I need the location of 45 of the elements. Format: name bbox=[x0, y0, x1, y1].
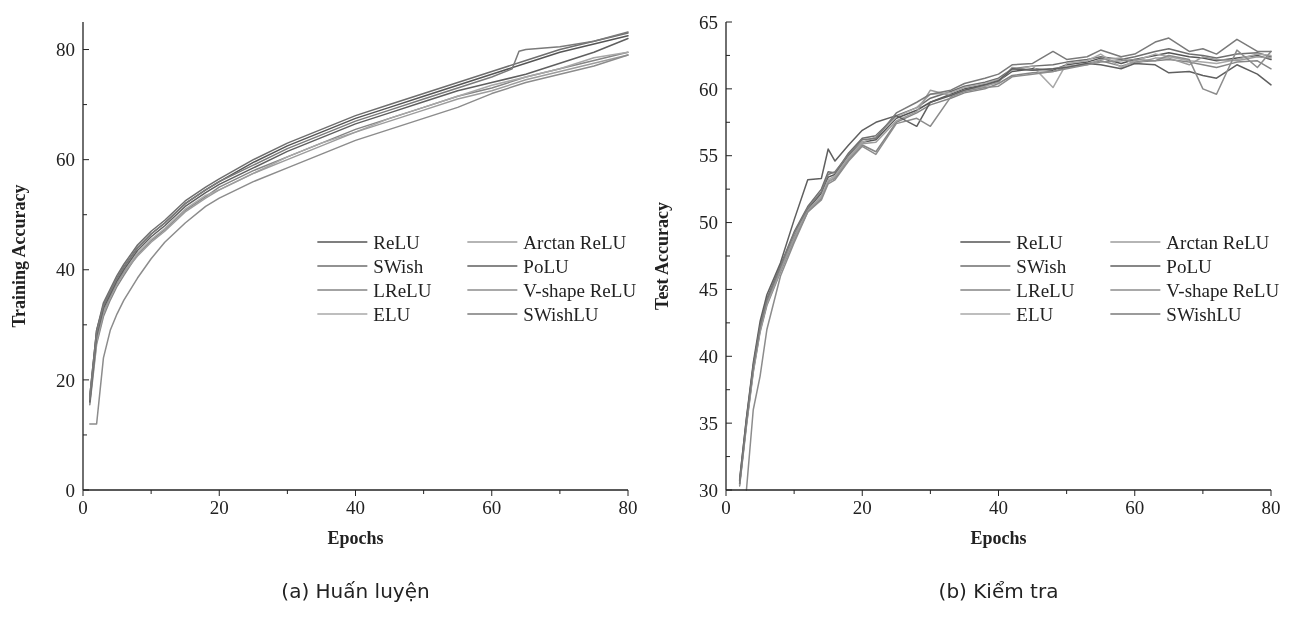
legend-label: ELU bbox=[373, 303, 411, 325]
x-tick-label: 40 bbox=[989, 497, 1008, 518]
y-tick-label: 30 bbox=[699, 479, 718, 501]
legend-label: PoLU bbox=[523, 255, 570, 277]
legend-label: ReLU bbox=[373, 231, 421, 253]
legend-label: SWishLU bbox=[523, 303, 599, 325]
legend-label: LReLU bbox=[1016, 279, 1075, 301]
legend-label: SWish bbox=[1016, 255, 1067, 277]
y-tick-label: 45 bbox=[699, 279, 718, 301]
text: (a) Huấn luyện bbox=[281, 579, 430, 603]
x-tick-label: 60 bbox=[1125, 497, 1145, 518]
legend-label: ELU bbox=[1016, 303, 1054, 325]
y-tick-label: 50 bbox=[699, 212, 718, 234]
y-tick-label: 35 bbox=[699, 412, 718, 434]
x-tick-label: 20 bbox=[852, 497, 872, 518]
y-tick-label: 60 bbox=[56, 149, 75, 171]
y-tick-label: 20 bbox=[56, 369, 75, 391]
legend-label: LReLU bbox=[373, 279, 432, 301]
y-tick-label: 40 bbox=[56, 259, 75, 281]
text: (b) Kiểm tra bbox=[938, 579, 1059, 603]
legend-label: PoLU bbox=[1166, 255, 1213, 277]
x-tick-label: 20 bbox=[209, 497, 229, 518]
y-tick-label: 0 bbox=[65, 479, 75, 501]
x-axis-title: Epochs bbox=[327, 528, 384, 548]
y-tick-label: 60 bbox=[699, 78, 718, 100]
x-tick-label: 0 bbox=[78, 497, 88, 518]
legend-label: V-shape ReLU bbox=[1166, 279, 1280, 301]
y-tick-label: 65 bbox=[699, 11, 718, 33]
x-tick-label: 80 bbox=[1261, 497, 1281, 518]
legend-label: SWish bbox=[373, 255, 424, 277]
x-tick-label: 60 bbox=[482, 497, 502, 518]
y-axis-title: Test Accuracy bbox=[652, 202, 672, 310]
y-tick-label: 55 bbox=[699, 145, 718, 167]
legend-label: ReLU bbox=[1016, 231, 1064, 253]
legend-label: Arctan ReLU bbox=[1166, 231, 1270, 253]
y-tick-label: 40 bbox=[699, 345, 718, 367]
x-tick-label: 0 bbox=[721, 497, 731, 518]
x-axis-title: Epochs bbox=[970, 528, 1027, 548]
legend-label: V-shape ReLU bbox=[523, 279, 637, 301]
y-axis-title: Training Accuracy bbox=[9, 184, 29, 328]
x-tick-label: 80 bbox=[618, 497, 638, 518]
x-tick-label: 40 bbox=[346, 497, 365, 518]
legend-label: SWishLU bbox=[1166, 303, 1242, 325]
y-tick-label: 80 bbox=[56, 39, 75, 61]
legend-label: Arctan ReLU bbox=[523, 231, 627, 253]
